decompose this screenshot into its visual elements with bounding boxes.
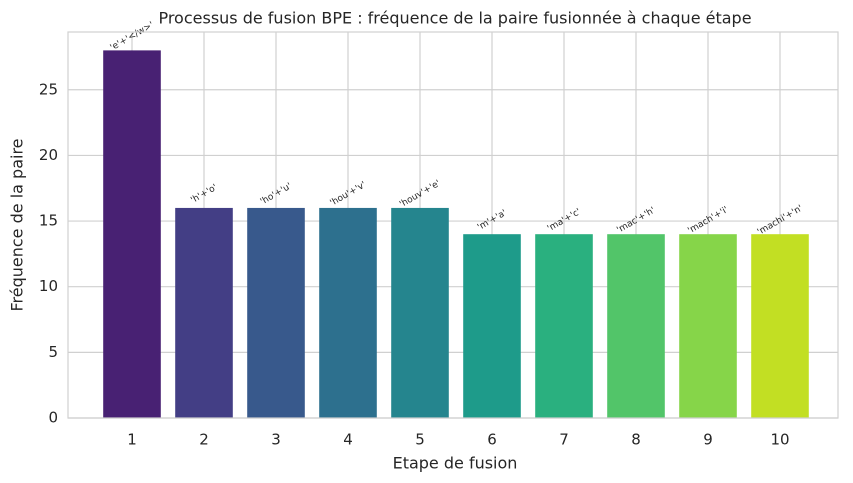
- x-tick-label: 10: [770, 431, 789, 449]
- x-tick-label: 8: [631, 431, 641, 449]
- y-axis-label: Fréquence de la paire: [8, 138, 27, 311]
- chart-title: Processus de fusion BPE : fréquence de l…: [158, 9, 751, 28]
- bar: [175, 207, 233, 418]
- y-tick-label: 0: [48, 409, 58, 427]
- y-tick-label: 20: [39, 146, 58, 164]
- bar: [391, 207, 449, 418]
- x-tick-label: 9: [703, 431, 713, 449]
- x-tick-label: 6: [487, 431, 497, 449]
- plot-frame: [67, 31, 839, 419]
- y-tick-label: 5: [48, 343, 58, 361]
- bar: [751, 234, 809, 418]
- y-tick-label: 10: [39, 277, 58, 295]
- x-tick-label: 3: [271, 431, 281, 449]
- x-axis-label: Etape de fusion: [393, 454, 518, 473]
- bar: [607, 234, 665, 418]
- y-tick-label: 25: [39, 80, 58, 98]
- x-tick-label: 2: [199, 431, 209, 449]
- bar: [535, 234, 593, 418]
- y-tick-label: 15: [39, 212, 58, 230]
- x-tick-label: 5: [415, 431, 425, 449]
- x-tick-label: 1: [127, 431, 137, 449]
- bar: [319, 207, 377, 418]
- bar: [247, 207, 305, 418]
- bar: [463, 234, 521, 418]
- bar: [103, 50, 161, 418]
- bar: [679, 234, 737, 418]
- x-tick-label: 7: [559, 431, 569, 449]
- x-tick-label: 4: [343, 431, 353, 449]
